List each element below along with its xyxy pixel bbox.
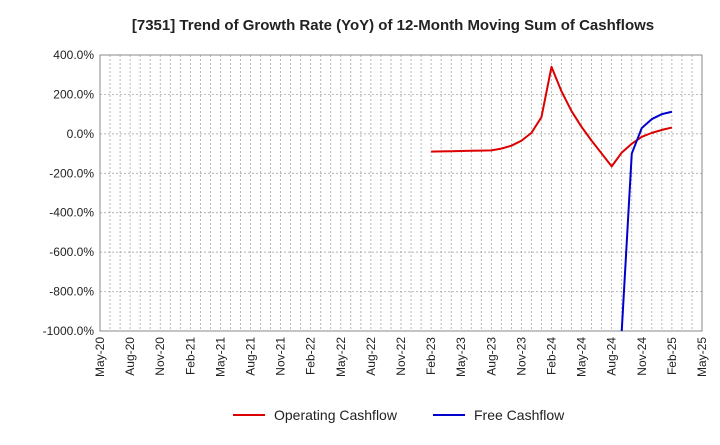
x-tick-label: Nov-22 (394, 337, 408, 376)
series-line-free-cashflow (620, 110, 673, 331)
x-tick-label: Aug-22 (364, 337, 378, 376)
y-tick-label: 0.0% (67, 127, 95, 141)
x-tick-label: May-21 (213, 337, 227, 377)
x-tick-label: Aug-20 (123, 337, 137, 376)
series-line-operating-cashflow (431, 65, 673, 168)
x-tick-label: Nov-21 (274, 337, 288, 376)
x-tick-label: Nov-24 (635, 337, 649, 376)
x-tick-label: May-20 (93, 337, 107, 377)
x-tick-label: Nov-20 (153, 337, 167, 376)
y-tick-label: -1000.0% (43, 324, 95, 338)
legend-label: Operating Cashflow (274, 407, 398, 423)
x-tick-label: May-24 (575, 337, 589, 377)
y-tick-label: -600.0% (49, 245, 94, 259)
x-tick-label: May-23 (454, 337, 468, 377)
x-tick-label: Nov-23 (514, 337, 528, 376)
legend-label: Free Cashflow (474, 407, 565, 423)
plot-frame (99, 54, 703, 332)
x-tick-label: Feb-21 (183, 337, 197, 375)
x-tick-label: Aug-24 (605, 337, 619, 376)
y-tick-label: -200.0% (49, 166, 94, 180)
x-tick-label: May-25 (695, 337, 709, 377)
x-tick-label: Feb-25 (665, 337, 679, 375)
x-tick-label: Feb-23 (424, 337, 438, 375)
series-layer (431, 65, 673, 331)
x-tick-label: Feb-24 (545, 337, 559, 375)
legend: Operating Cashflow Free Cashflow (233, 407, 565, 423)
x-tick-label: Feb-22 (304, 337, 318, 375)
axes: 400.0% 200.0% 0.0% -200.0% -400.0% -600.0% -80… (43, 48, 709, 377)
y-tick-label: -800.0% (49, 285, 94, 299)
grid (100, 54, 702, 331)
y-tick-label: -400.0% (49, 206, 94, 220)
y-tick-label: 200.0% (53, 87, 94, 101)
x-tick-label: May-22 (334, 337, 348, 377)
chart-title: [7351] Trend of Growth Rate (YoY) of 12-… (132, 17, 654, 34)
x-tick-label: Aug-23 (484, 337, 498, 376)
y-tick-label: 400.0% (53, 48, 94, 62)
x-tick-label: Aug-21 (244, 337, 258, 376)
